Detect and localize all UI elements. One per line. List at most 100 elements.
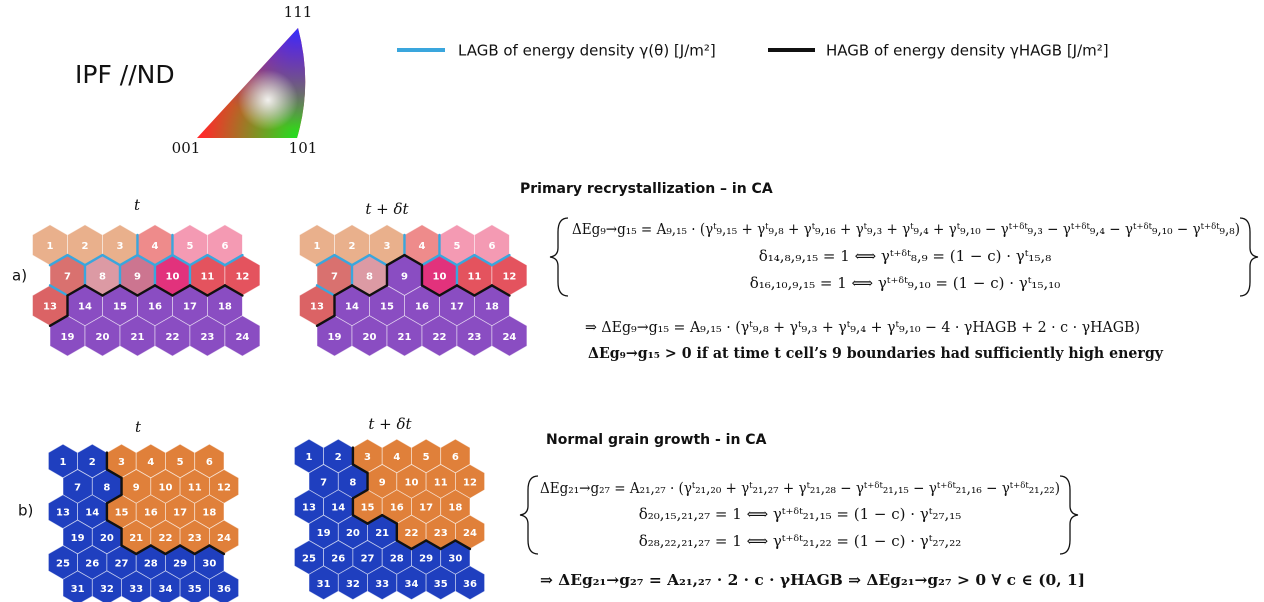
cell-number: 27 <box>361 553 375 564</box>
cell-number: 35 <box>188 584 202 595</box>
ipf-corner: 111 <box>284 3 313 21</box>
equation: ΔEg₉→g₁₅ = A₉,₁₅ · (γᵗ₉,₁₅ + γᵗ₉,₈ + γᵗ₉… <box>572 220 1240 238</box>
cell-number: 8 <box>99 271 106 282</box>
cell-number: 5 <box>177 457 184 468</box>
cell-number: 21 <box>129 533 143 544</box>
cell-number: 20 <box>363 332 377 343</box>
ipf-corner: 101 <box>289 139 318 157</box>
cell-number: 5 <box>423 452 430 463</box>
cell-number: 1 <box>47 241 54 252</box>
cell-number: 16 <box>144 508 158 519</box>
cell-number: 14 <box>78 302 92 313</box>
cell-number: 9 <box>379 477 386 488</box>
cell-number: 11 <box>200 271 214 282</box>
cell-number: 3 <box>116 241 123 252</box>
cell-number: 16 <box>390 503 404 514</box>
cell-number: 21 <box>375 528 389 539</box>
cell-number: 33 <box>375 579 389 590</box>
panel-heading: Normal grain growth - in CA <box>546 432 767 448</box>
cell-number: 8 <box>366 271 373 282</box>
cell-number: 24 <box>502 332 516 343</box>
cell-number: 6 <box>221 241 228 252</box>
equation: δ₁₄,₈,₉,₁₅ = 1 ⟺ γᵗ⁺ᵟᵗ₈,₉ = (1 − c) · γᵗ… <box>759 247 1052 265</box>
equation: ΔEg₉→g₁₅ > 0 if at time t cell’s 9 bound… <box>588 344 1164 362</box>
cell-number: 14 <box>345 302 359 313</box>
cell-number: 23 <box>434 528 448 539</box>
cell-number: 20 <box>346 528 360 539</box>
cell-number: 19 <box>317 528 331 539</box>
cell-number: 4 <box>418 241 425 252</box>
cell-number: 7 <box>331 271 338 282</box>
cell-number: 10 <box>158 482 172 493</box>
cell-number: 22 <box>165 332 179 343</box>
cell-number: 32 <box>346 579 360 590</box>
cell-number: 26 <box>331 553 345 564</box>
cell-number: 18 <box>218 302 232 313</box>
time-label: t <box>135 418 142 436</box>
cell-number: 5 <box>453 241 460 252</box>
cell-number: 17 <box>173 508 187 519</box>
cell-number: 13 <box>56 508 70 519</box>
cell-number: 34 <box>158 584 172 595</box>
cell-number: 11 <box>467 271 481 282</box>
cell-number: 32 <box>100 584 114 595</box>
cell-number: 2 <box>335 452 342 463</box>
equation: ⇒ ΔEg₂₁→g₂₇ = A₂₁,₂₇ · 2 · c · γHAGB ⇒ Δ… <box>540 571 1085 589</box>
cell-number: 31 <box>317 579 331 590</box>
equation: δ₂₀,₁₅,₂₁,₂₇ = 1 ⟺ γᵗ⁺ᵟᵗ₂₁,₁₅ = (1 − c) … <box>639 505 962 523</box>
legend-label: HAGB of energy density γHAGB [J/m²] <box>826 42 1109 60</box>
cell-number: 20 <box>96 332 110 343</box>
time-label: t + δt <box>368 415 412 433</box>
cell-number: 33 <box>129 584 143 595</box>
time-label: t <box>134 196 141 214</box>
cell-number: 15 <box>361 503 375 514</box>
cell-number: 18 <box>485 302 499 313</box>
cell-number: 22 <box>432 332 446 343</box>
cell-number: 13 <box>302 503 316 514</box>
cell-number: 17 <box>450 302 464 313</box>
cell-number: 22 <box>158 533 172 544</box>
equation: ⇒ ΔEg₉→g₁₅ = A₉,₁₅ · (γᵗ₉,₈ + γᵗ₉,₃ + γᵗ… <box>585 318 1140 336</box>
cell-number: 15 <box>380 302 394 313</box>
cell-number: 25 <box>56 558 70 569</box>
panel-label: a) <box>12 267 27 285</box>
cell-number: 29 <box>173 558 187 569</box>
cell-number: 8 <box>349 477 356 488</box>
cell-number: 4 <box>151 241 158 252</box>
cell-number: 31 <box>71 584 85 595</box>
cell-number: 12 <box>235 271 249 282</box>
cell-number: 1 <box>306 452 313 463</box>
cell-number: 3 <box>364 452 371 463</box>
cell-number: 23 <box>467 332 481 343</box>
cell-number: 21 <box>131 332 145 343</box>
cell-number: 7 <box>74 482 81 493</box>
cell-number: 34 <box>404 579 418 590</box>
cell-number: 28 <box>390 553 404 564</box>
cell-number: 4 <box>393 452 400 463</box>
cell-number: 13 <box>43 302 57 313</box>
cell-number: 6 <box>452 452 459 463</box>
cell-number: 4 <box>147 457 154 468</box>
cell-number: 11 <box>434 477 448 488</box>
cell-number: 24 <box>217 533 231 544</box>
cell-number: 35 <box>434 579 448 590</box>
cell-number: 2 <box>349 241 356 252</box>
cell-number: 19 <box>61 332 75 343</box>
cell-number: 30 <box>448 553 462 564</box>
cell-number: 28 <box>144 558 158 569</box>
ipf-triangle <box>197 28 305 138</box>
cell-number: 1 <box>60 457 67 468</box>
cell-number: 3 <box>118 457 125 468</box>
body: { "ipf": {"title": "IPF //ND", "corner_1… <box>0 0 1264 602</box>
page: body { margin: 0; background: #fff; font… <box>0 0 1264 602</box>
cell-number: 12 <box>217 482 231 493</box>
cell-number: 9 <box>133 482 140 493</box>
panel-heading: Primary recrystallization – in CA <box>520 181 773 197</box>
cell-number: 24 <box>235 332 249 343</box>
equation: ΔEg₂₁→g₂₇ = A₂₁,₂₇ · (γᵗ₂₁,₂₀ + γᵗ₂₁,₂₇ … <box>540 479 1060 497</box>
ipf-corner: 001 <box>172 139 201 157</box>
cell-number: 7 <box>320 477 327 488</box>
ipf-title: IPF //ND <box>75 60 175 89</box>
cell-number: 6 <box>206 457 213 468</box>
brace <box>1060 476 1078 554</box>
